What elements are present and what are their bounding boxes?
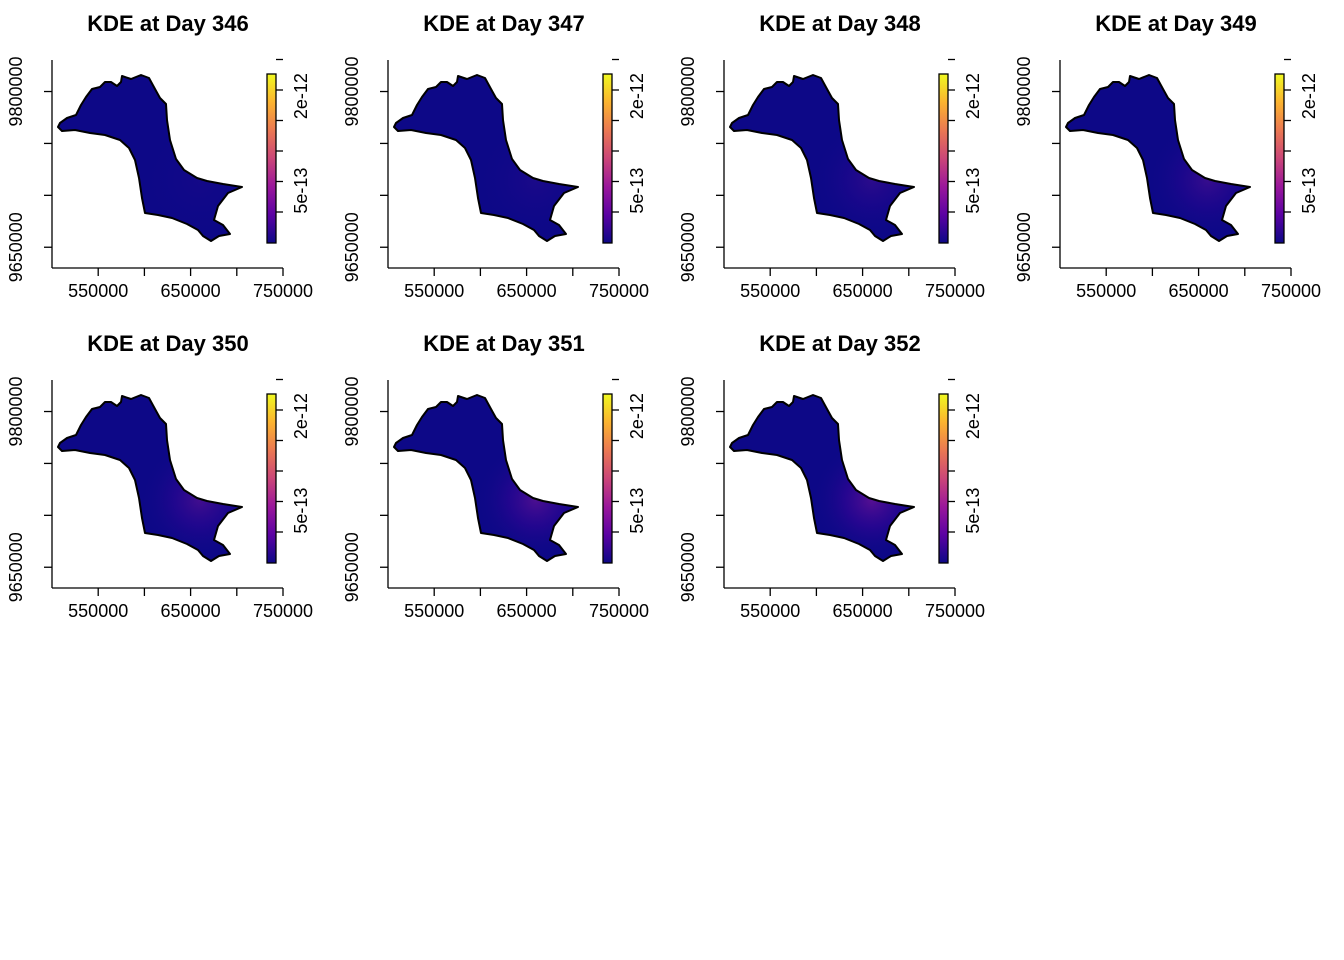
legend-tick-label: 5e-13 [627,168,647,214]
legend-tick-label: 2e-12 [291,393,311,439]
region-border [57,394,243,562]
x-tick-label: 750000 [589,281,649,301]
kde-plot: 550000 650000 750000 9650000 9800000 5e-13 2e-… [342,56,649,301]
kde-plot: 550000 650000 750000 9650000 9800000 5e-13 2e-… [6,376,313,621]
y-tick-label: 9650000 [678,532,698,602]
y-tick-label: 9650000 [678,212,698,282]
region-border [729,74,915,242]
panel-title: KDE at Day 346 [87,11,249,36]
legend-tick-label: 2e-12 [963,73,983,119]
region-border [393,74,579,242]
y-tick-label: 9800000 [6,56,26,126]
x-tick-label: 650000 [497,281,557,301]
density-hotspot [394,395,578,561]
y-tick-label: 9800000 [1014,56,1034,126]
legend-colorbar [602,393,613,564]
density-hotspot [58,395,242,561]
x-tick-label: 750000 [925,601,985,621]
legend-tick-label: 2e-12 [627,393,647,439]
kde-panel: KDE at Day 348 550000 650000 750000 9650000 9… [672,0,1008,320]
density-hotspot [730,75,914,241]
y-tick-label: 9800000 [678,376,698,446]
y-tick-label: 9650000 [1014,212,1034,282]
x-tick-label: 550000 [404,601,464,621]
density-hotspot [394,75,578,241]
kde-panel: KDE at Day 346 550000 650000 750000 9650000 9… [0,0,336,320]
x-tick-label: 550000 [740,281,800,301]
kde-plot: 550000 650000 750000 9650000 9800000 5e-13 2e-… [342,376,649,621]
y-tick-label: 9650000 [342,532,362,602]
x-tick-label: 550000 [68,281,128,301]
x-tick-label: 650000 [161,601,221,621]
kde-panel: KDE at Day 350 550000 650000 750000 9650000 9… [0,320,336,640]
x-tick-label: 650000 [161,281,221,301]
legend-colorbar [938,393,949,564]
x-tick-label: 750000 [1261,281,1321,301]
kde-plot: 550000 650000 750000 9650000 9800000 5e-13 2e-… [678,56,985,301]
legend-colorbar [1274,73,1285,244]
x-tick-label: 550000 [1076,281,1136,301]
x-tick-label: 650000 [1169,281,1229,301]
legend-tick-label: 2e-12 [1299,73,1319,119]
x-tick-label: 750000 [253,281,313,301]
x-tick-label: 650000 [833,601,893,621]
x-tick-label: 750000 [253,601,313,621]
y-tick-label: 9650000 [6,212,26,282]
kde-panel: KDE at Day 349 550000 650000 750000 9650000 9… [1008,0,1344,320]
legend-tick-label: 5e-13 [963,168,983,214]
x-tick-label: 550000 [404,281,464,301]
kde-panel: KDE at Day 352 550000 650000 750000 9650000 9… [672,320,1008,640]
x-tick-label: 550000 [68,601,128,621]
density-hotspot [1066,75,1250,241]
region-border [1065,74,1251,242]
region-border [729,394,915,562]
panel-title: KDE at Day 348 [759,11,921,36]
density-hotspot [58,75,242,241]
legend-colorbar [938,73,949,244]
legend-tick-label: 5e-13 [291,168,311,214]
y-tick-label: 9800000 [678,56,698,126]
y-tick-label: 9650000 [6,532,26,602]
y-tick-label: 9800000 [342,56,362,126]
kde-panel: KDE at Day 347 550000 650000 750000 9650000 9… [336,0,672,320]
y-tick-label: 9650000 [342,212,362,282]
legend-tick-label: 5e-13 [963,488,983,534]
legend-tick-label: 2e-12 [291,73,311,119]
panel-title: KDE at Day 349 [1095,11,1257,36]
x-tick-label: 750000 [925,281,985,301]
panel-title: KDE at Day 350 [87,331,249,356]
legend-colorbar [602,73,613,244]
region-border [57,74,243,242]
x-tick-label: 650000 [833,281,893,301]
legend-tick-label: 2e-12 [627,73,647,119]
legend-tick-label: 2e-12 [963,393,983,439]
x-tick-label: 750000 [589,601,649,621]
density-hotspot [730,395,914,561]
x-tick-label: 650000 [497,601,557,621]
x-tick-label: 550000 [740,601,800,621]
legend-tick-label: 5e-13 [627,488,647,534]
panel-title: KDE at Day 347 [423,11,585,36]
region-border [393,394,579,562]
y-tick-label: 9800000 [6,376,26,446]
y-tick-label: 9800000 [342,376,362,446]
kde-plot: 550000 650000 750000 9650000 9800000 5e-13 2e-… [1014,56,1321,301]
kde-plot: 550000 650000 750000 9650000 9800000 5e-13 2e-… [678,376,985,621]
legend-tick-label: 5e-13 [1299,168,1319,214]
legend-colorbar [266,73,277,244]
kde-plot: 550000 650000 750000 9650000 9800000 5e-13 2e-… [6,56,313,301]
kde-panel: KDE at Day 351 550000 650000 750000 9650000 9… [336,320,672,640]
legend-tick-label: 5e-13 [291,488,311,534]
legend-colorbar [266,393,277,564]
panel-title: KDE at Day 352 [759,331,921,356]
panel-title: KDE at Day 351 [423,331,585,356]
